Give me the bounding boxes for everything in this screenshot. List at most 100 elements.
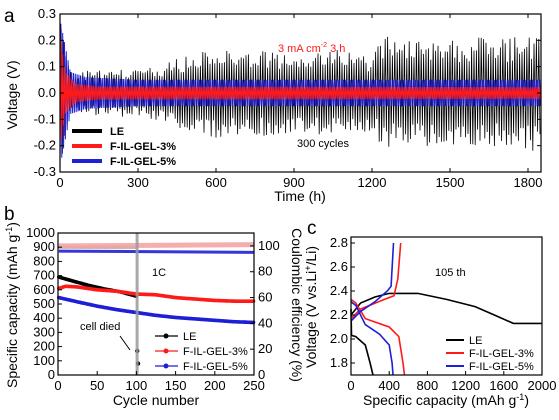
y2-tick-label: 20 — [258, 341, 272, 356]
panel-b-legend: LE F-IL-GEL-3% F-IL-GEL-5% — [155, 331, 248, 373]
y-tick-label: 500 — [33, 296, 55, 311]
y-tick-label: 1000 — [26, 225, 55, 240]
panel-b-y2-axis-label: Coulombic efficiency (%) — [289, 228, 305, 382]
panel-c-charge-curve — [350, 242, 395, 322]
cell-died-marker — [135, 233, 139, 375]
y-tick-label: 300 — [33, 324, 55, 339]
panel-c-frame — [350, 236, 543, 376]
legend-b-marker-le — [163, 333, 169, 339]
panel-a-condition-label: 3 mA cm-2 3 h — [278, 42, 345, 55]
panel-c-discharge-curve — [350, 301, 394, 376]
x-tick-label: 1600 — [489, 378, 518, 393]
panel-c-y-ticks: 1.8 2.0 2.2 2.4 2.6 2.8 — [330, 235, 355, 370]
panel-a-y-ticks: -0.3 -0.2 -0.1 0.0 0.1 0.2 0.3 — [34, 6, 541, 179]
legend-label-gel3: F-IL-GEL-3% — [110, 141, 176, 153]
panel-c-y-axis-label: Voltage (V vs.Li+/Li) — [303, 246, 319, 368]
efficiency-series-2 — [58, 249, 255, 254]
panel-c-x-ticks: 0 400 800 1200 1600 2000 — [347, 371, 556, 393]
panel-c-discharge-curve — [350, 298, 406, 376]
x-tick-label: 900 — [283, 175, 305, 190]
legend-c-label-le: LE — [469, 335, 482, 347]
panel-c: c 0 400 800 1200 1600 2000 1.8 2.0 2.2 2.4 2.6 2.8… — [303, 218, 556, 408]
x-tick-label: 2000 — [528, 378, 557, 393]
y-tick-label: 2.6 — [330, 259, 348, 274]
y2-tick-label: 0 — [258, 367, 265, 382]
panel-b-rate-label: 1C — [152, 267, 166, 279]
x-tick-label: 100 — [126, 378, 148, 393]
panel-c-charge-curve — [350, 292, 542, 325]
legend-b-marker-gel3 — [163, 348, 169, 354]
y-tick-label: 0.1 — [38, 59, 56, 74]
x-tick-label: 300 — [127, 175, 149, 190]
legend-b-label-le: LE — [183, 331, 196, 343]
y2-tick-label: 100 — [258, 238, 280, 253]
panel-b-y2-ticks: 0 20 40 60 80 100 — [250, 238, 280, 382]
panel-a-legend: LE F-IL-GEL-3% F-IL-GEL-5% — [72, 126, 176, 168]
y-tick-label: -0.3 — [34, 164, 56, 179]
y-tick-label: 1.8 — [330, 355, 348, 370]
y-tick-label: 0.0 — [38, 85, 56, 100]
panel-b-cell-died-annotation: cell died — [80, 321, 120, 333]
y-tick-label: 2.0 — [330, 331, 348, 346]
y-tick-label: 0.2 — [38, 32, 56, 47]
panel-a-cycles-annotation: 300 cycles — [297, 138, 349, 150]
y-tick-label: 600 — [33, 282, 55, 297]
x-tick-label: 0 — [56, 175, 63, 190]
panel-c-legend: LE F-IL-GEL-3% F-IL-GEL-5% — [446, 335, 534, 373]
panel-c-x-axis-label: Specific capacity (mAh g-1) — [363, 392, 529, 408]
panel-b-x-ticks: 0 50 100 150 200 250 — [54, 371, 265, 393]
x-tick-label: 600 — [205, 175, 227, 190]
panel-c-series — [350, 242, 542, 376]
y2-tick-label: 40 — [258, 315, 272, 330]
panel-a-x-axis-label: Time (h) — [274, 188, 326, 204]
legend-c-label-gel3: F-IL-GEL-3% — [469, 348, 534, 360]
panel-b: b 0 50 100 150 200 250 0100200300400500600700… — [4, 204, 305, 408]
y-tick-label: 2.2 — [330, 307, 348, 322]
x-tick-label: 50 — [90, 378, 104, 393]
efficiency-series-1 — [58, 242, 255, 249]
panel-a-series — [59, 23, 542, 167]
y2-tick-label: 60 — [258, 290, 272, 305]
x-tick-label: 0 — [54, 378, 61, 393]
y-tick-label: 2.4 — [330, 283, 348, 298]
y-tick-label: 400 — [33, 310, 55, 325]
panel-b-label: b — [4, 204, 15, 225]
y-tick-label: 100 — [33, 353, 55, 368]
y-tick-label: 0 — [48, 367, 55, 382]
x-tick-label: 1800 — [514, 175, 543, 190]
panel-c-label: c — [307, 218, 317, 239]
panel-b-series — [57, 233, 256, 375]
y-tick-label: -0.2 — [34, 138, 56, 153]
panel-a-label: a — [4, 6, 15, 27]
legend-label-le: LE — [110, 126, 124, 138]
y2-tick-label: 80 — [258, 264, 272, 279]
x-tick-label: 150 — [165, 378, 187, 393]
legend-label-gel5: F-IL-GEL-5% — [110, 156, 176, 168]
y-tick-label: 800 — [33, 253, 55, 268]
legend-b-marker-gel5 — [163, 363, 169, 369]
panel-a-series-f-il-gel-5- — [59, 23, 542, 167]
legend-c-label-gel5: F-IL-GEL-5% — [469, 361, 534, 373]
x-tick-label: 800 — [417, 378, 439, 393]
x-tick-label: 1200 — [451, 378, 480, 393]
y-tick-label: 2.8 — [330, 235, 348, 250]
x-tick-label: 1500 — [436, 175, 465, 190]
x-tick-label: 200 — [204, 378, 226, 393]
x-tick-label: 0 — [347, 378, 354, 393]
x-tick-label: 1200 — [358, 175, 387, 190]
panel-b-x-axis-label: Cycle number — [113, 392, 200, 408]
y-tick-label: -0.1 — [34, 111, 56, 126]
panel-c-cycle-annotation: 105 th — [435, 267, 466, 279]
panel-a-y-axis-label: Voltage (V) — [4, 60, 20, 129]
y-tick-label: 900 — [33, 239, 55, 254]
panel-b-annotation-arrow — [119, 335, 131, 351]
legend-b-label-gel3: F-IL-GEL-3% — [183, 346, 248, 358]
panel-a: a 0 300 600 900 1200 1500 1800 -0.3 -0.2 -0.1 0.0… — [4, 6, 542, 204]
panel-a-x-ticks: 0 300 600 900 1200 1500 1800 — [56, 14, 542, 190]
y-tick-label: 0.3 — [38, 6, 56, 21]
y-tick-label: 700 — [33, 268, 55, 283]
legend-b-label-gel5: F-IL-GEL-5% — [183, 361, 248, 373]
panel-a-series-f-il-gel-3- — [59, 41, 542, 151]
